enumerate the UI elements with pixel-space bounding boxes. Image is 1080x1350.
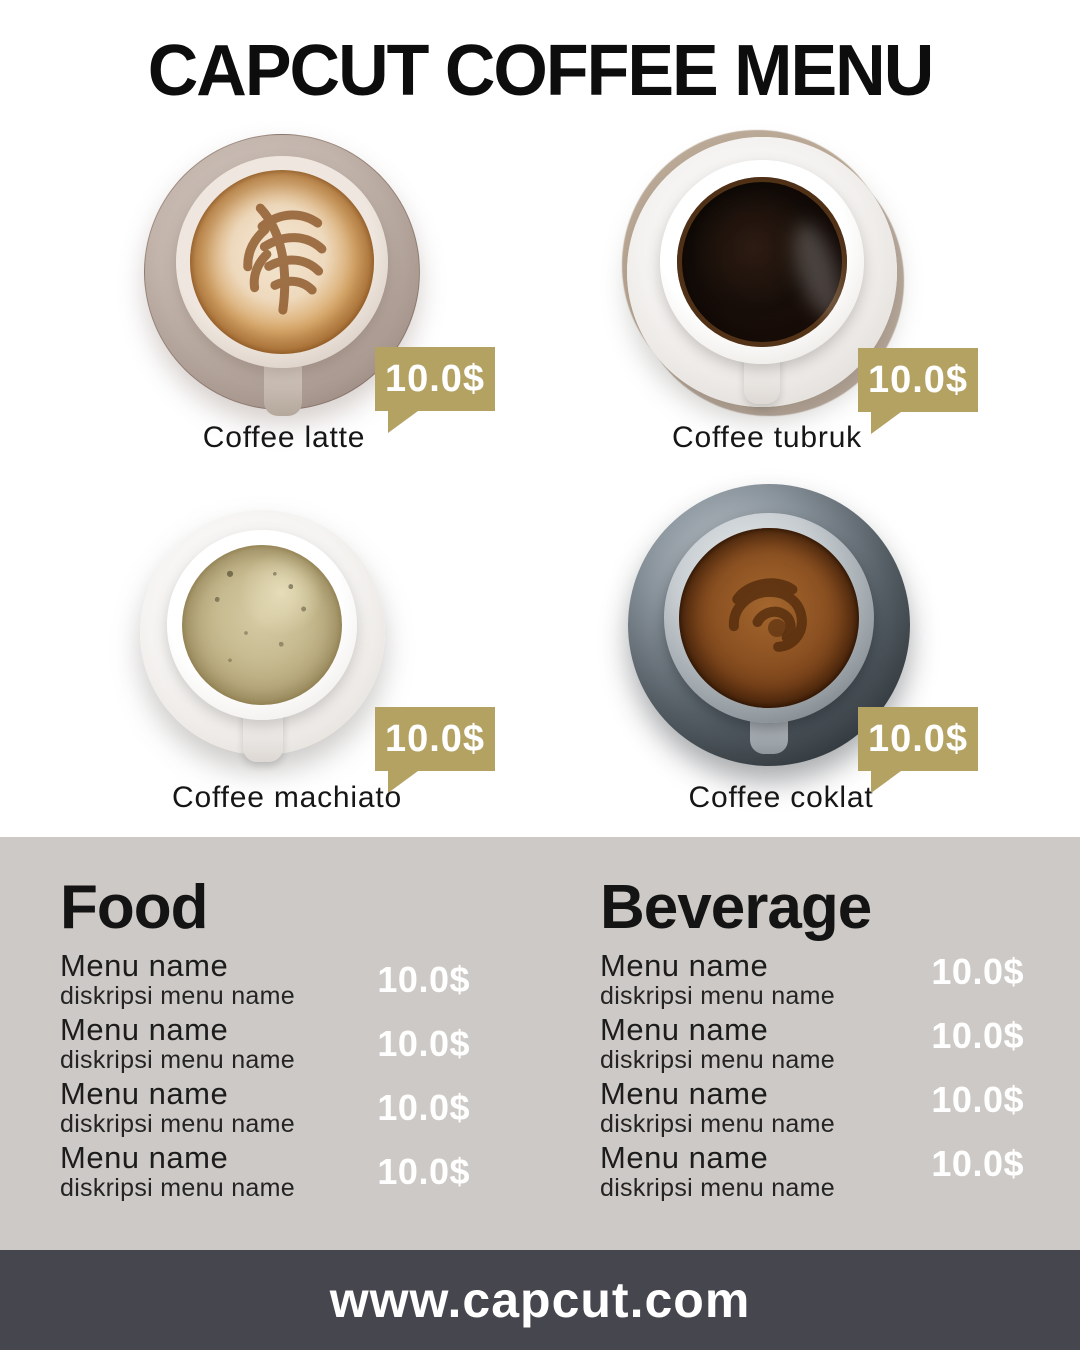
coffee-machiato-image	[140, 510, 385, 762]
menu-item: Menu name diskripsi menu name 10.0$	[600, 1013, 1024, 1074]
foam-swirl-pattern	[728, 578, 807, 652]
menu-item-text: Menu name diskripsi menu name	[600, 1141, 931, 1202]
menu-item: Menu name diskripsi menu name 10.0$	[60, 1013, 470, 1074]
coffee-latte-image	[144, 134, 420, 416]
product-name-coklat: Coffee coklat	[688, 781, 874, 814]
price-tag-tubruk: 10.0$	[858, 348, 978, 434]
menu-item-text: Menu name diskripsi menu name	[60, 1077, 377, 1138]
menu-item-name: Menu name	[600, 1076, 769, 1112]
menu-item-name: Menu name	[60, 948, 229, 984]
menu-item-name: Menu name	[60, 1140, 229, 1176]
menu-item-description: diskripsi menu name	[60, 1174, 295, 1203]
menu-item-name: Menu name	[60, 1012, 229, 1048]
menu-item-name: Menu name	[600, 1012, 769, 1048]
menu-item-price: 10.0$	[931, 1015, 1024, 1057]
menu-item-description: diskripsi menu name	[600, 1174, 835, 1203]
menu-item-name: Menu name	[600, 1140, 769, 1176]
coffee-tubruk-image	[627, 137, 897, 407]
menu-item-text: Menu name diskripsi menu name	[60, 949, 377, 1010]
menu-panel: Food Menu name diskripsi menu name 10.0$…	[0, 837, 1080, 1250]
menu-item-text: Menu name diskripsi menu name	[60, 1141, 377, 1202]
menu-item-price: 10.0$	[931, 1143, 1024, 1185]
latte-foam-surface	[190, 170, 374, 354]
beverage-heading: Beverage	[600, 873, 872, 942]
food-heading: Food	[60, 873, 209, 942]
price-tag-latte: 10.0$	[375, 347, 495, 433]
chocolate-foam-surface	[679, 528, 859, 708]
menu-item-description: diskripsi menu name	[60, 1110, 295, 1139]
menu-item-price: 10.0$	[931, 951, 1024, 993]
price-label: 10.0$	[867, 358, 969, 401]
beverage-section: Beverage Menu name diskripsi menu name 1…	[600, 875, 1024, 1205]
menu-item-price: 10.0$	[931, 1079, 1024, 1121]
product-name-tubruk: Coffee tubruk	[672, 421, 862, 454]
food-section: Food Menu name diskripsi menu name 10.0$…	[60, 875, 470, 1205]
price-label: 10.0$	[867, 717, 969, 760]
price-tag-coklat: 10.0$	[858, 707, 978, 793]
menu-item-description: diskripsi menu name	[600, 1110, 835, 1139]
menu-item-description: diskripsi menu name	[60, 1046, 295, 1075]
menu-item: Menu name diskripsi menu name 10.0$	[600, 1077, 1024, 1138]
menu-item-description: diskripsi menu name	[60, 982, 295, 1011]
menu-item-description: diskripsi menu name	[600, 1046, 835, 1075]
menu-item-price: 10.0$	[377, 958, 470, 1000]
crema-surface	[182, 545, 342, 705]
price-tag-machiato: 10.0$	[375, 707, 495, 793]
menu-item-text: Menu name diskripsi menu name	[600, 1077, 931, 1138]
menu-item: Menu name diskripsi menu name 10.0$	[60, 949, 470, 1010]
menu-item: Menu name diskripsi menu name 10.0$	[600, 949, 1024, 1010]
menu-item-text: Menu name diskripsi menu name	[60, 1013, 377, 1074]
latte-art-fern	[243, 203, 327, 315]
menu-item-name: Menu name	[60, 1076, 229, 1112]
menu-item-price: 10.0$	[377, 1086, 470, 1128]
black-coffee-surface	[677, 177, 847, 347]
menu-item-price: 10.0$	[377, 1150, 470, 1192]
price-label: 10.0$	[384, 717, 486, 760]
page-title: CAPCUT COFFEE MENU	[147, 29, 935, 111]
menu-item-description: diskripsi menu name	[600, 982, 835, 1011]
menu-item: Menu name diskripsi menu name 10.0$	[60, 1077, 470, 1138]
website-url: www.capcut.com	[329, 1272, 751, 1328]
footer-bar: www.capcut.com	[0, 1250, 1080, 1350]
price-label: 10.0$	[384, 357, 486, 400]
product-name-latte: Coffee latte	[202, 421, 366, 454]
menu-item: Menu name diskripsi menu name 10.0$	[60, 1141, 470, 1202]
menu-item-text: Menu name diskripsi menu name	[600, 1013, 931, 1074]
menu-item-name: Menu name	[600, 948, 769, 984]
menu-item-price: 10.0$	[377, 1022, 470, 1064]
menu-item-text: Menu name diskripsi menu name	[600, 949, 931, 1010]
menu-item: Menu name diskripsi menu name 10.0$	[600, 1141, 1024, 1202]
product-name-machiato: Coffee machiato	[172, 781, 402, 814]
